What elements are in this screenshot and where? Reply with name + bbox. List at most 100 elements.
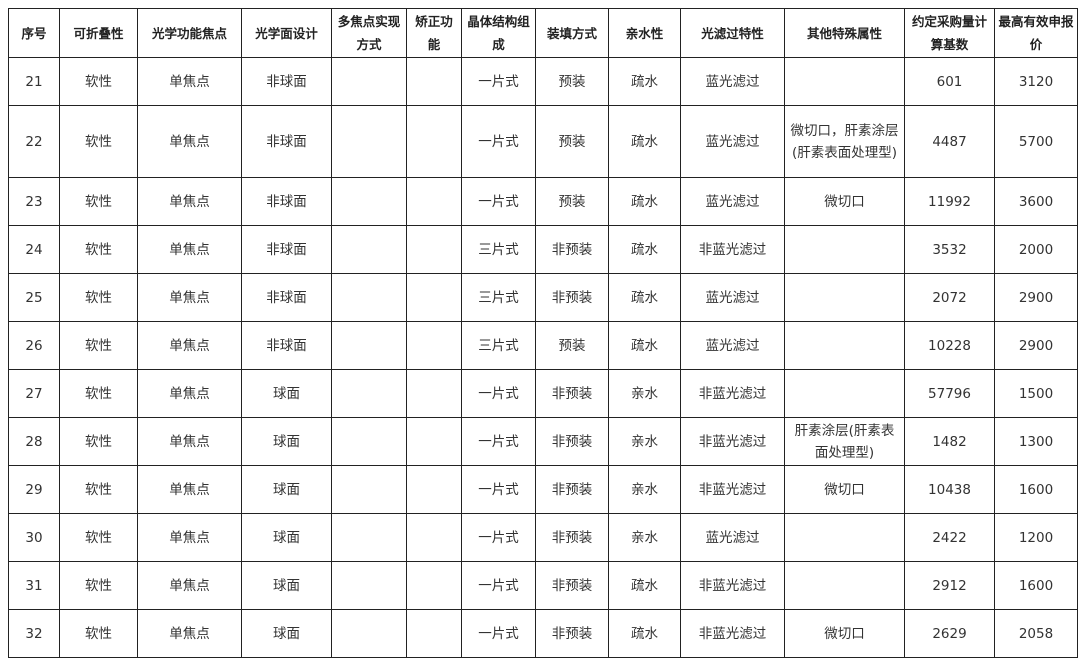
cell-multifocal-method (331, 369, 407, 418)
header-loading: 装填方式 (535, 8, 609, 58)
cell-volume-base: 601 (904, 57, 995, 106)
cell-correction (406, 177, 462, 226)
cell-multifocal-method (331, 225, 407, 274)
cell-optic-surface: 非球面 (241, 273, 332, 322)
cell-focus: 单焦点 (137, 177, 242, 226)
cell-special-attributes (784, 57, 905, 106)
cell-special-attributes (784, 273, 905, 322)
cell-multifocal-method (331, 609, 407, 658)
cell-hydrophilicity: 亲水 (608, 465, 681, 514)
table-row: 25 软性 单焦点 非球面 三片式 非预装 疏水 蓝光滤过 2072 2900 (8, 273, 1078, 322)
cell-loading: 非预装 (535, 513, 609, 562)
header-hydrophilicity: 亲水性 (608, 8, 681, 58)
cell-loading: 非预装 (535, 369, 609, 418)
cell-structure: 一片式 (461, 513, 536, 562)
cell-loading: 非预装 (535, 561, 609, 610)
cell-foldability: 软性 (59, 561, 138, 610)
cell-multifocal-method (331, 105, 407, 178)
cell-seq: 28 (8, 417, 60, 466)
cell-foldability: 软性 (59, 225, 138, 274)
cell-foldability: 软性 (59, 417, 138, 466)
cell-multifocal-method (331, 513, 407, 562)
cell-special-attributes: 微切口 (784, 465, 905, 514)
cell-optic-surface: 非球面 (241, 321, 332, 370)
cell-volume-base: 10228 (904, 321, 995, 370)
cell-seq: 23 (8, 177, 60, 226)
cell-hydrophilicity: 疏水 (608, 225, 681, 274)
cell-hydrophilicity: 疏水 (608, 177, 681, 226)
cell-max-price: 2000 (994, 225, 1078, 274)
cell-light-filter: 非蓝光滤过 (680, 465, 785, 514)
cell-volume-base: 4487 (904, 105, 995, 178)
cell-correction (406, 105, 462, 178)
cell-hydrophilicity: 疏水 (608, 57, 681, 106)
cell-focus: 单焦点 (137, 273, 242, 322)
cell-volume-base: 10438 (904, 465, 995, 514)
cell-structure: 一片式 (461, 105, 536, 178)
cell-focus: 单焦点 (137, 105, 242, 178)
cell-max-price: 2900 (994, 273, 1078, 322)
lens-pricing-table: 序号 可折叠性 光学功能焦点 光学面设计 多焦点实现方式 矫正功能 晶体结构组成 装填方式 亲水… (8, 8, 1078, 658)
cell-loading: 预装 (535, 177, 609, 226)
cell-structure: 一片式 (461, 177, 536, 226)
cell-multifocal-method (331, 57, 407, 106)
cell-special-attributes (784, 513, 905, 562)
cell-correction (406, 513, 462, 562)
cell-light-filter: 非蓝光滤过 (680, 417, 785, 466)
cell-special-attributes (784, 369, 905, 418)
cell-foldability: 软性 (59, 513, 138, 562)
cell-focus: 单焦点 (137, 513, 242, 562)
cell-light-filter: 蓝光滤过 (680, 105, 785, 178)
cell-seq: 32 (8, 609, 60, 658)
cell-optic-surface: 球面 (241, 369, 332, 418)
cell-foldability: 软性 (59, 609, 138, 658)
cell-max-price: 1200 (994, 513, 1078, 562)
cell-foldability: 软性 (59, 105, 138, 178)
cell-focus: 单焦点 (137, 225, 242, 274)
cell-focus: 单焦点 (137, 561, 242, 610)
table-row: 23 软性 单焦点 非球面 一片式 预装 疏水 蓝光滤过 微切口 11992 3600 (8, 177, 1078, 226)
cell-multifocal-method (331, 177, 407, 226)
cell-loading: 非预装 (535, 417, 609, 466)
cell-hydrophilicity: 疏水 (608, 609, 681, 658)
cell-seq: 26 (8, 321, 60, 370)
cell-foldability: 软性 (59, 465, 138, 514)
cell-optic-surface: 球面 (241, 609, 332, 658)
cell-hydrophilicity: 亲水 (608, 417, 681, 466)
header-seq: 序号 (8, 8, 60, 58)
cell-correction (406, 273, 462, 322)
cell-structure: 一片式 (461, 369, 536, 418)
cell-max-price: 5700 (994, 105, 1078, 178)
cell-focus: 单焦点 (137, 465, 242, 514)
cell-focus: 单焦点 (137, 369, 242, 418)
cell-loading: 预装 (535, 105, 609, 178)
cell-loading: 非预装 (535, 609, 609, 658)
cell-light-filter: 蓝光滤过 (680, 321, 785, 370)
cell-structure: 三片式 (461, 273, 536, 322)
cell-hydrophilicity: 疏水 (608, 321, 681, 370)
cell-multifocal-method (331, 417, 407, 466)
cell-light-filter: 蓝光滤过 (680, 177, 785, 226)
cell-correction (406, 225, 462, 274)
cell-light-filter: 非蓝光滤过 (680, 369, 785, 418)
cell-foldability: 软性 (59, 321, 138, 370)
header-correction: 矫正功能 (406, 8, 462, 58)
cell-seq: 22 (8, 105, 60, 178)
cell-seq: 30 (8, 513, 60, 562)
cell-light-filter: 非蓝光滤过 (680, 609, 785, 658)
cell-max-price: 2058 (994, 609, 1078, 658)
cell-structure: 一片式 (461, 57, 536, 106)
header-foldability: 可折叠性 (59, 8, 138, 58)
cell-correction (406, 417, 462, 466)
header-optic-surface: 光学面设计 (241, 8, 332, 58)
cell-multifocal-method (331, 321, 407, 370)
header-max-price: 最高有效申报价 (994, 8, 1078, 58)
cell-correction (406, 465, 462, 514)
cell-multifocal-method (331, 465, 407, 514)
cell-structure: 三片式 (461, 321, 536, 370)
cell-loading: 非预装 (535, 225, 609, 274)
cell-light-filter: 非蓝光滤过 (680, 561, 785, 610)
table-row: 28 软性 单焦点 球面 一片式 非预装 亲水 非蓝光滤过 肝素涂层(肝素表面处理型) 1482 1… (8, 417, 1078, 466)
cell-loading: 预装 (535, 321, 609, 370)
cell-hydrophilicity: 亲水 (608, 369, 681, 418)
